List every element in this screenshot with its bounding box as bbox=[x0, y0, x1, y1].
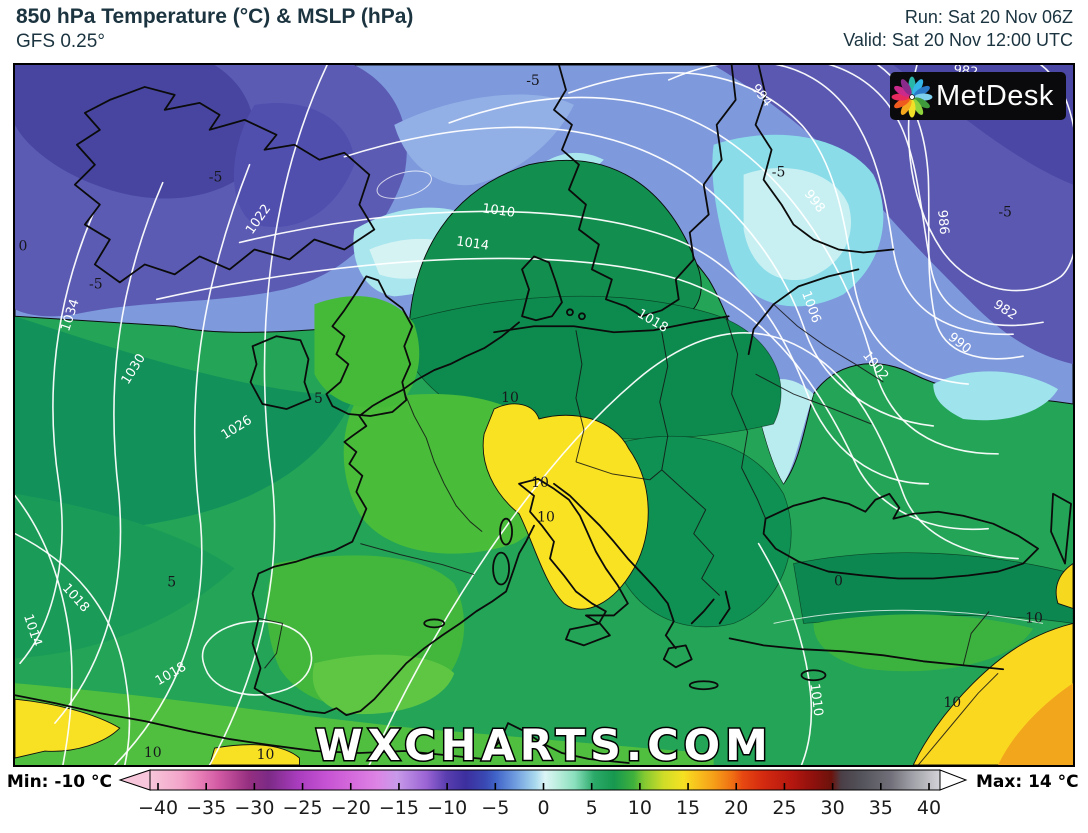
run-valid-block: Run: Sat 20 Nov 06Z Valid: Sat 20 Nov 12… bbox=[843, 6, 1073, 52]
colorbar-tick-label: 10 bbox=[628, 797, 652, 819]
borders-group bbox=[258, 303, 999, 765]
colorbar-tick-label: −15 bbox=[379, 797, 419, 819]
pinwheel-petal bbox=[912, 99, 924, 115]
temp-label: 10 bbox=[1025, 610, 1043, 626]
colorbar-tick-label: 40 bbox=[917, 797, 941, 819]
colorbar-tick-label: 20 bbox=[724, 797, 748, 819]
watermark: WXCHARTS.COM bbox=[315, 721, 773, 765]
temp-label: 10 bbox=[531, 475, 549, 491]
temp-label: -5 bbox=[998, 205, 1012, 221]
colorbar-tick-label: −35 bbox=[186, 797, 226, 819]
metdesk-logo: MetDesk bbox=[890, 72, 1066, 120]
yellow-shades bbox=[15, 403, 1073, 765]
pinwheel-petal bbox=[894, 85, 910, 97]
map-canvas: 1034103010261022101810181018101410141010… bbox=[15, 65, 1073, 765]
colorbar-tick-label: 30 bbox=[821, 797, 845, 819]
run-time: Run: Sat 20 Nov 06Z bbox=[904, 7, 1073, 27]
colorbar-tick-label: 35 bbox=[869, 797, 893, 819]
temp-label: 5 bbox=[314, 391, 323, 407]
isobar-label: 986 bbox=[934, 209, 951, 235]
temp-label: -5 bbox=[772, 165, 786, 181]
min-label: Min: -10 °C bbox=[7, 772, 112, 792]
colorbar-tick-label: 25 bbox=[772, 797, 796, 819]
temp-label: 0 bbox=[19, 238, 28, 254]
colorbar-right-arrow bbox=[939, 769, 968, 791]
colorbar-tick-label: −25 bbox=[283, 797, 323, 819]
valid-time: Valid: Sat 20 Nov 12:00 UTC bbox=[843, 30, 1073, 50]
isobar-label: 1014 bbox=[455, 234, 490, 253]
colorbar-ticks: −40 −35 −30 −25 −20 −15 −10 −5 0 5 10 15 20 25 30 35 40 bbox=[138, 783, 941, 819]
temp-label: 10 bbox=[257, 747, 275, 763]
coastlines-group bbox=[15, 65, 1072, 764]
pinwheel-petal bbox=[914, 85, 930, 97]
max-label: Max: 14 °C bbox=[976, 772, 1079, 792]
colorbar: Min: -10 °C Max: 14 °C −40 −35 −30 −25 −20 −1… bbox=[7, 769, 1079, 819]
colorbar-gradient bbox=[149, 769, 941, 791]
metdesk-pinwheel-icon bbox=[891, 76, 933, 118]
model-label: GFS 0.25° bbox=[16, 31, 105, 52]
temp-label: 10 bbox=[501, 390, 519, 406]
isobar-label: 1010 bbox=[807, 682, 826, 717]
colorbar-left-arrow bbox=[118, 769, 151, 791]
pinwheel-petal bbox=[900, 99, 912, 115]
colorbar-tick-label: −30 bbox=[234, 797, 274, 819]
page-title: 850 hPa Temperature (°C) & MSLP (hPa) bbox=[16, 5, 414, 28]
colorbar-tick-label: 5 bbox=[586, 797, 598, 819]
sea-green-shades bbox=[15, 316, 355, 659]
temp-label: -5 bbox=[209, 170, 223, 186]
temp-label: 10 bbox=[537, 510, 555, 526]
temp-label: -5 bbox=[526, 73, 540, 89]
pinwheel-petal bbox=[900, 79, 912, 95]
colorbar-tick-label: 0 bbox=[537, 797, 549, 819]
colorbar-tick-label: −10 bbox=[427, 797, 467, 819]
colorbar-tick-label: −5 bbox=[481, 797, 509, 819]
isobars-group bbox=[15, 65, 1073, 765]
pinwheel-petal bbox=[914, 97, 930, 109]
temp-label: 5 bbox=[167, 575, 176, 591]
temp-label: 10 bbox=[943, 695, 961, 711]
colorbar-tick-label: −40 bbox=[138, 797, 178, 819]
temp-label: 10 bbox=[144, 745, 162, 761]
temp-label: -5 bbox=[89, 276, 103, 292]
pinwheel-petal bbox=[894, 97, 910, 109]
colorbar-tick-label: −20 bbox=[331, 797, 371, 819]
metdesk-wordmark: MetDesk bbox=[936, 79, 1054, 112]
temp-label: 0 bbox=[834, 574, 843, 590]
weather-map: 1034 1030 1026 1022 1018 1018 1018 1014 1014 1010… bbox=[13, 63, 1075, 767]
pinwheel-petal bbox=[912, 79, 924, 95]
isobar-label: 1010 bbox=[481, 201, 516, 220]
cold-airmass bbox=[15, 65, 1073, 485]
colorbar-tick-label: 15 bbox=[676, 797, 700, 819]
